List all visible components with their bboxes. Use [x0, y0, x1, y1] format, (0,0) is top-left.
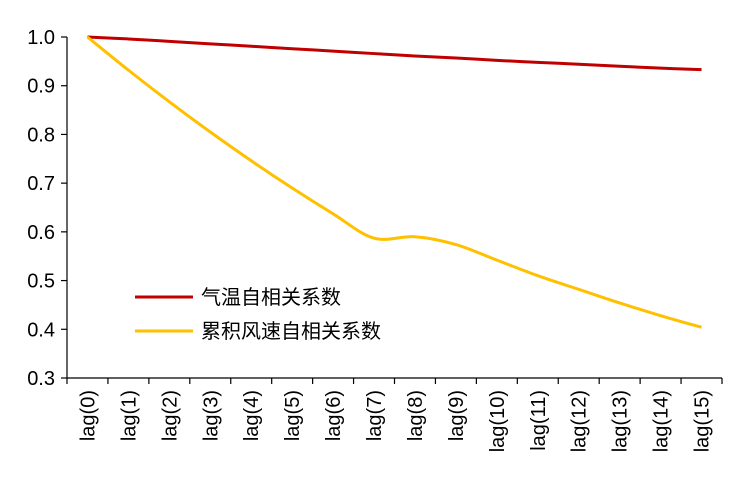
x-tick-label: lag(13): [610, 390, 632, 452]
y-tick-label: 0.9: [27, 76, 55, 98]
y-tick-label: 0.4: [27, 319, 55, 341]
x-tick-label: lag(0): [77, 390, 99, 441]
x-tick-label: lag(9): [446, 390, 468, 441]
x-tick-label: lag(8): [405, 390, 427, 441]
legend-label-1: 累积风速自相关系数: [201, 319, 381, 343]
y-tick-label: 0.5: [27, 271, 55, 293]
y-tick-label: 0.8: [27, 124, 55, 146]
x-tick-label: lag(7): [364, 390, 386, 441]
x-tick-label: lag(3): [200, 390, 222, 441]
x-tick-label: lag(11): [528, 390, 550, 451]
x-tick-label: lag(1): [118, 390, 140, 441]
series-line-0: [87, 35, 702, 72]
y-tick-label: 1.0: [27, 27, 55, 49]
legend-label-0: 气温自相关系数: [201, 285, 341, 309]
axes: [66, 37, 722, 379]
x-tick-label: lag(4): [241, 390, 263, 441]
x-axis-ticks: lag(0) lag(1) lag(2) lag(3) lag(4) lag(5) lag(…: [66, 378, 723, 452]
x-tick-label: lag(12): [569, 390, 591, 452]
series-line-1: [86, 35, 702, 329]
y-tick-label: 0.7: [27, 173, 55, 195]
series-lines: [86, 35, 702, 329]
y-tick-label: 0.6: [27, 222, 55, 244]
y-axis-ticks: 1.0 0.9 0.8 0.7 0.6 0.5 0.4 0.3: [27, 27, 67, 390]
x-tick-label: lag(15): [692, 390, 714, 452]
x-tick-label: lag(6): [323, 390, 345, 441]
y-tick-label: 0.3: [27, 368, 55, 390]
x-tick-label: lag(14): [651, 390, 673, 452]
x-tick-label: lag(2): [159, 390, 181, 441]
x-tick-label: lag(5): [282, 390, 304, 441]
x-tick-label: lag(10): [487, 390, 509, 452]
